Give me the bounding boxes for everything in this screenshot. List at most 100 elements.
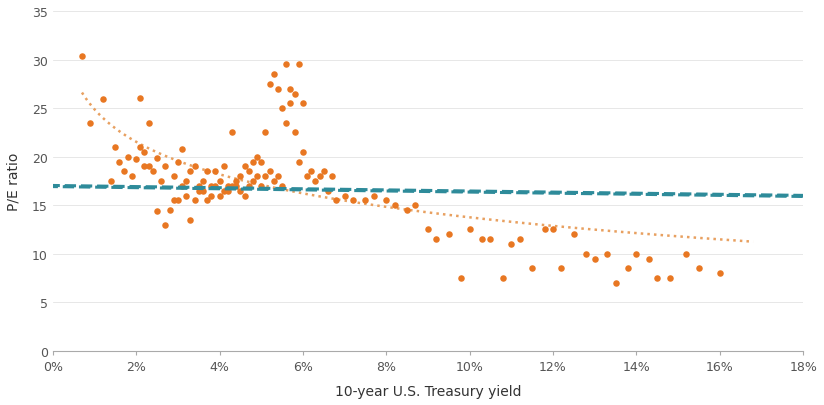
- Point: [283, 86, 297, 93]
- Point: [380, 198, 393, 204]
- Point: [338, 193, 351, 199]
- Point: [180, 193, 193, 199]
- Point: [159, 222, 172, 228]
- Point: [226, 130, 239, 136]
- Point: [105, 178, 118, 185]
- Point: [226, 183, 239, 190]
- Point: [267, 72, 280, 78]
- Point: [283, 101, 297, 107]
- Point: [138, 149, 151, 156]
- Point: [297, 149, 310, 156]
- Point: [192, 183, 205, 190]
- Point: [222, 183, 235, 190]
- Point: [242, 183, 255, 190]
- Point: [213, 193, 226, 199]
- Point: [213, 178, 226, 185]
- Point: [117, 168, 130, 175]
- Point: [305, 168, 318, 175]
- Point: [200, 198, 213, 204]
- Point: [188, 198, 201, 204]
- Point: [250, 154, 264, 160]
- Point: [630, 251, 643, 258]
- Point: [409, 202, 422, 209]
- Point: [255, 183, 268, 190]
- Point: [230, 183, 243, 190]
- Point: [151, 155, 164, 162]
- Point: [368, 193, 381, 199]
- Point: [84, 120, 97, 127]
- Point: [238, 193, 251, 199]
- Point: [588, 256, 602, 262]
- Point: [358, 198, 372, 204]
- Point: [246, 159, 260, 165]
- Point: [138, 164, 151, 170]
- Point: [171, 159, 185, 165]
- X-axis label: 10-year U.S. Treasury yield: 10-year U.S. Treasury yield: [335, 384, 522, 398]
- Point: [238, 164, 251, 170]
- Point: [142, 164, 155, 170]
- Point: [208, 168, 222, 175]
- Point: [400, 207, 414, 214]
- Point: [200, 168, 213, 175]
- Point: [330, 198, 343, 204]
- Point: [125, 173, 138, 180]
- Point: [455, 275, 468, 281]
- Point: [642, 256, 655, 262]
- Point: [184, 168, 197, 175]
- Point: [496, 275, 509, 281]
- Point: [146, 168, 159, 175]
- Y-axis label: P/E ratio: P/E ratio: [7, 152, 21, 211]
- Point: [546, 227, 559, 233]
- Point: [275, 106, 288, 112]
- Point: [129, 156, 143, 162]
- Point: [180, 178, 193, 185]
- Point: [133, 96, 147, 102]
- Point: [176, 146, 189, 153]
- Point: [155, 178, 168, 185]
- Point: [96, 97, 110, 103]
- Point: [159, 164, 172, 170]
- Point: [208, 183, 222, 190]
- Point: [321, 188, 335, 194]
- Point: [113, 159, 126, 165]
- Point: [121, 154, 134, 160]
- Point: [151, 208, 164, 215]
- Point: [442, 232, 456, 238]
- Point: [255, 159, 268, 165]
- Point: [313, 173, 326, 180]
- Point: [275, 183, 288, 190]
- Point: [204, 183, 218, 190]
- Point: [601, 251, 614, 258]
- Point: [317, 168, 330, 175]
- Point: [621, 265, 634, 272]
- Point: [196, 188, 209, 194]
- Point: [513, 237, 527, 243]
- Point: [429, 237, 442, 243]
- Point: [463, 227, 476, 233]
- Point: [288, 91, 301, 98]
- Point: [580, 251, 593, 258]
- Point: [222, 188, 235, 194]
- Point: [204, 193, 218, 199]
- Point: [171, 198, 185, 204]
- Point: [651, 275, 664, 281]
- Point: [133, 144, 147, 151]
- Point: [263, 81, 276, 88]
- Point: [167, 198, 180, 204]
- Point: [293, 159, 306, 165]
- Point: [109, 144, 122, 151]
- Point: [234, 173, 247, 180]
- Point: [217, 164, 230, 170]
- Point: [167, 173, 180, 180]
- Point: [188, 164, 201, 170]
- Point: [325, 173, 339, 180]
- Point: [526, 265, 539, 272]
- Point: [288, 130, 301, 136]
- Point: [484, 237, 497, 243]
- Point: [505, 241, 518, 248]
- Point: [75, 53, 88, 60]
- Point: [242, 168, 255, 175]
- Point: [309, 178, 322, 185]
- Point: [538, 227, 551, 233]
- Point: [279, 62, 293, 68]
